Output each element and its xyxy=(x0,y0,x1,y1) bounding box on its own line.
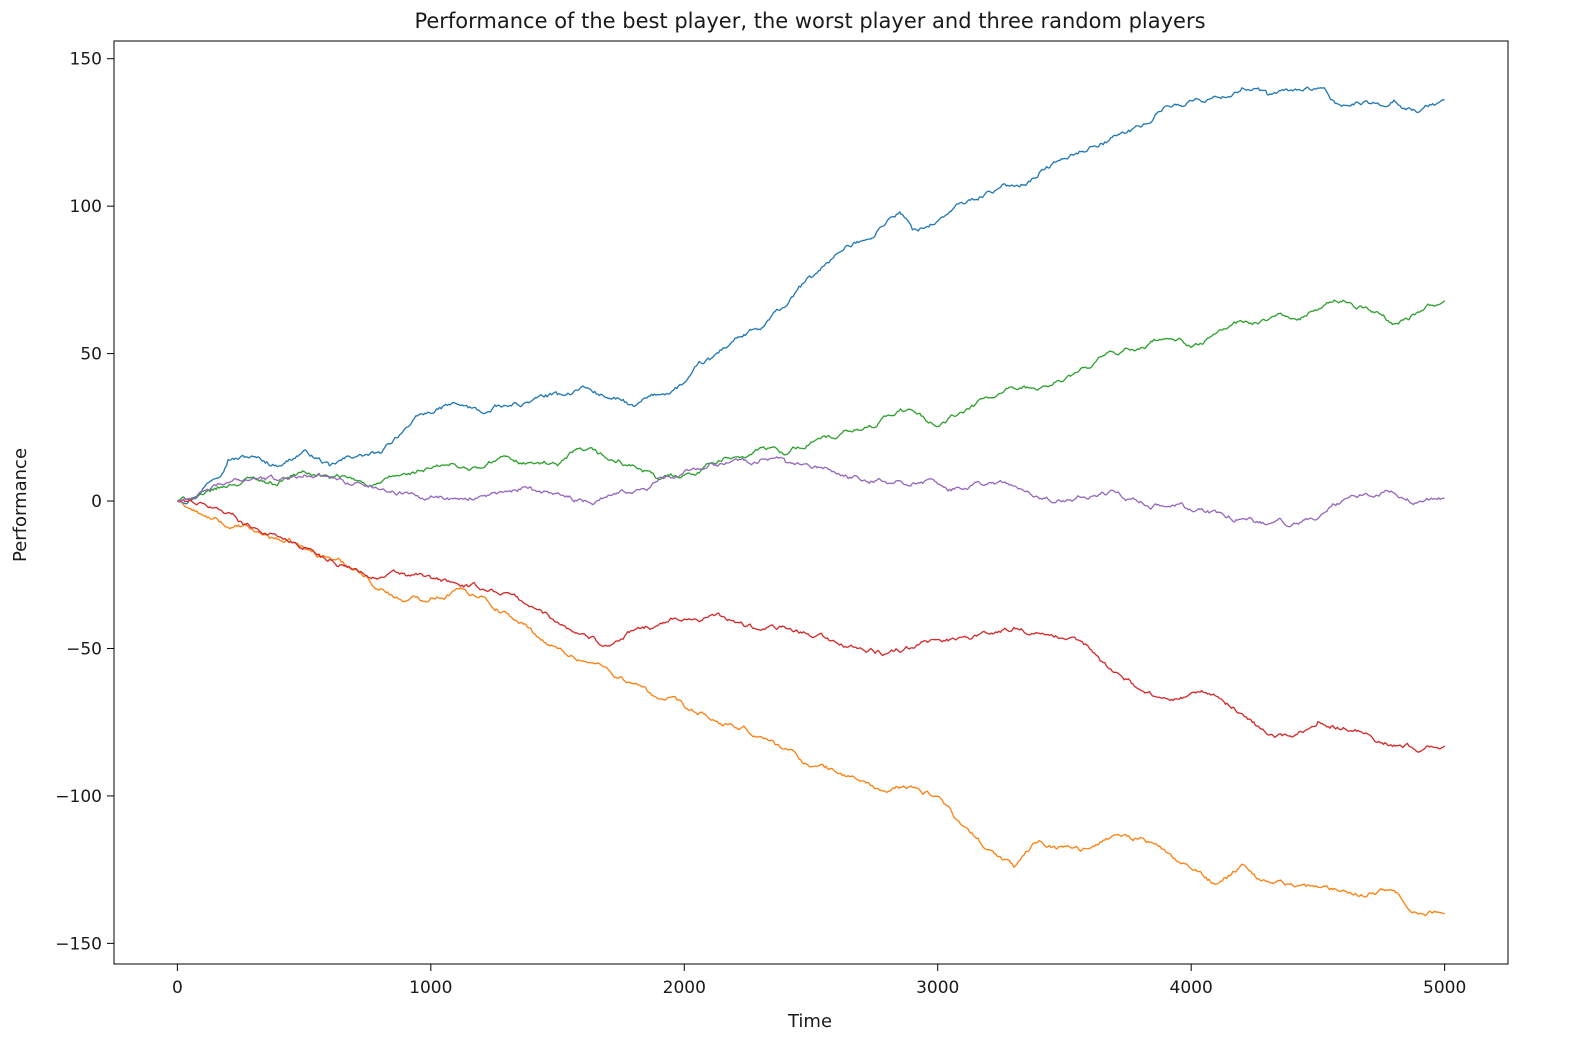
y-tick-label: −150 xyxy=(55,934,102,954)
x-tick-label: 1000 xyxy=(409,978,452,998)
x-tick-label: 3000 xyxy=(916,978,959,998)
chart-title: Performance of the best player, the wors… xyxy=(414,9,1205,33)
series-line-2 xyxy=(177,500,1445,917)
y-tick-label: 100 xyxy=(70,197,102,217)
x-tick-label: 4000 xyxy=(1170,978,1213,998)
y-tick-label: 50 xyxy=(80,345,102,365)
series-line-3 xyxy=(176,299,1446,502)
x-tick-label: 2000 xyxy=(663,978,706,998)
series-line-4 xyxy=(177,498,1446,753)
y-tick-label: −50 xyxy=(66,639,102,659)
series-line-5 xyxy=(177,456,1445,528)
x-tick-label: 0 xyxy=(172,978,183,998)
y-tick-label: 0 xyxy=(91,492,102,512)
y-tick-label: 150 xyxy=(70,50,102,70)
y-axis-label: Performance xyxy=(10,448,31,562)
y-tick-label: −100 xyxy=(55,787,102,807)
series-line-1 xyxy=(177,86,1445,505)
y-axis-ticks: −150 −100 −50 0 50 100 150 xyxy=(55,50,114,954)
x-tick-label: 5000 xyxy=(1423,978,1466,998)
plot-frame xyxy=(113,40,1509,965)
x-axis-label: Time xyxy=(787,1011,832,1032)
x-axis-ticks: 0 1000 2000 3000 4000 5000 xyxy=(172,964,1466,998)
plot-lines xyxy=(176,86,1446,917)
